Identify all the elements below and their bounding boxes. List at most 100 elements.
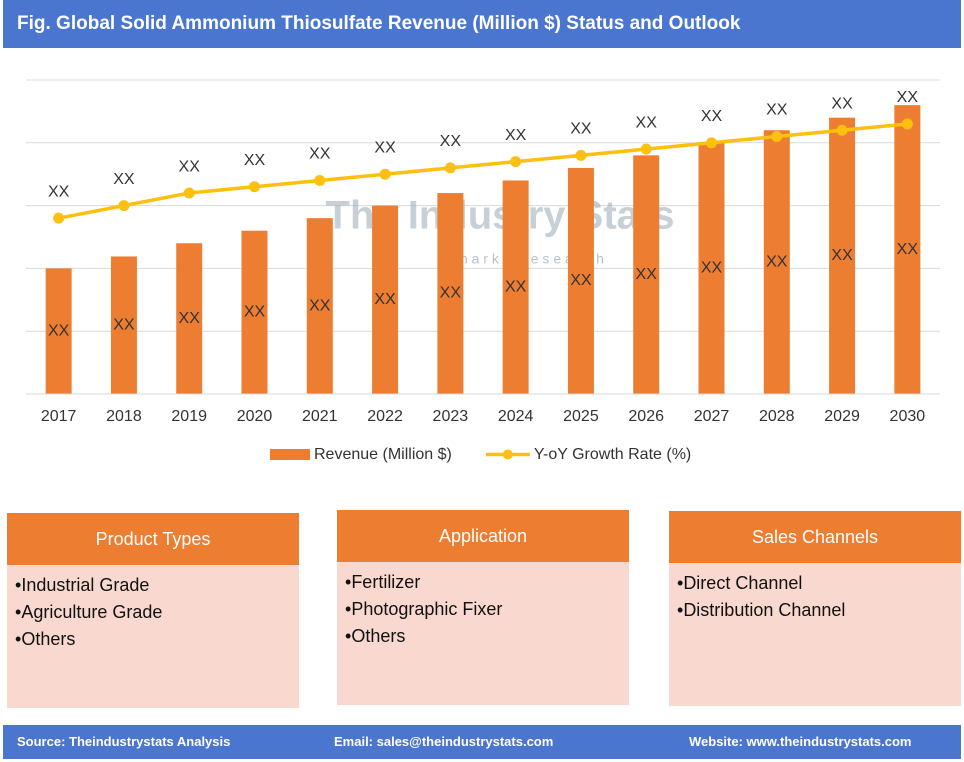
- panel-item: Others: [15, 629, 299, 656]
- line-point: [771, 131, 783, 143]
- data-label: XX: [179, 310, 201, 327]
- bar: [437, 193, 464, 394]
- bar: [110, 256, 137, 394]
- legend-label: Revenue (Million $): [314, 446, 452, 463]
- panel-item: Agriculture Grade: [15, 602, 299, 629]
- data-label: XX: [309, 297, 331, 314]
- data-label: XX: [636, 114, 658, 131]
- footer: Source: Theindustrystats Analysis Email:…: [3, 725, 961, 759]
- panel: ApplicationFertilizerPhotographic FixerO…: [337, 510, 629, 705]
- line-point: [249, 181, 260, 193]
- bar: [567, 167, 594, 394]
- x-tick-label: 2027: [694, 408, 730, 425]
- panel-item: Photographic Fixer: [345, 599, 629, 626]
- data-label: XX: [701, 108, 723, 125]
- line: [58, 122, 908, 220]
- data-label: XX: [179, 158, 201, 175]
- panel-title: Application: [337, 510, 629, 562]
- data-label: XX: [374, 139, 396, 156]
- data-label: XX: [831, 95, 853, 112]
- line-point: [575, 149, 587, 161]
- data-label: XX: [48, 322, 70, 339]
- bar: [894, 105, 921, 394]
- line-point: [118, 200, 130, 212]
- line-point: [640, 143, 652, 155]
- data-label: XX: [766, 253, 788, 270]
- bar: [372, 205, 399, 394]
- line-point: [901, 118, 913, 130]
- chart-title: Fig. Global Solid Ammonium Thiosulfate R…: [3, 0, 961, 48]
- panel-item: Others: [345, 626, 629, 653]
- data-label: XX: [701, 260, 723, 277]
- data-label: XX: [897, 89, 919, 106]
- bar: [241, 230, 268, 394]
- panel-item: Fertilizer: [345, 572, 629, 599]
- bar: [829, 117, 856, 395]
- data-label: XX: [309, 146, 331, 163]
- line-point: [53, 212, 65, 224]
- legend-swatch: [270, 449, 310, 460]
- data-label: XX: [505, 278, 527, 295]
- chart: The Industry Stats m a r k e t r e s e a…: [26, 79, 940, 463]
- data-label: XX: [374, 291, 396, 308]
- data-label: XX: [244, 152, 266, 169]
- x-tick-label: 2029: [824, 408, 860, 425]
- data-label: XX: [440, 133, 462, 150]
- bar: [698, 142, 725, 394]
- x-tick-label: 2017: [41, 408, 77, 425]
- data-label: XX: [570, 272, 592, 289]
- line-point: [379, 168, 391, 180]
- x-tick-label: 2025: [563, 408, 599, 425]
- panel-title: Product Types: [7, 513, 299, 565]
- data-label: XX: [766, 102, 788, 119]
- data-label: XX: [831, 247, 853, 264]
- data-label: XX: [505, 127, 527, 144]
- data-label: XX: [897, 241, 919, 258]
- bar: [763, 130, 790, 394]
- panel-title: Sales Channels: [669, 511, 961, 563]
- panel-list: Direct ChannelDistribution Channel: [669, 563, 961, 627]
- data-label: XX: [113, 316, 135, 333]
- line-point: [510, 156, 522, 168]
- panel: Sales ChannelsDirect ChannelDistribution…: [669, 511, 961, 706]
- panel-item: Industrial Grade: [15, 575, 299, 602]
- panel-list: FertilizerPhotographic FixerOthers: [337, 562, 629, 653]
- line-point: [314, 174, 326, 186]
- x-tick-label: 2022: [367, 408, 403, 425]
- x-tick-label: 2030: [890, 408, 926, 425]
- legend-label: Y-oY Growth Rate (%): [534, 446, 691, 463]
- x-tick-label: 2024: [498, 408, 534, 425]
- bar: [45, 268, 72, 394]
- panel: Product TypesIndustrial GradeAgriculture…: [7, 513, 299, 708]
- bar: [633, 155, 660, 394]
- data-label: XX: [440, 285, 462, 302]
- x-tick-label: 2028: [759, 408, 795, 425]
- line-point: [444, 162, 456, 174]
- line-point: [706, 137, 717, 149]
- data-label: XX: [113, 171, 135, 188]
- line-point: [183, 187, 195, 199]
- footer-website: Website: www.theindustrystats.com: [689, 734, 912, 749]
- x-tick-label: 2026: [628, 408, 664, 425]
- bar: [306, 218, 333, 394]
- data-label: XX: [570, 121, 592, 138]
- data-label: XX: [636, 266, 658, 283]
- panel-item: Direct Channel: [677, 573, 961, 600]
- data-label: XX: [48, 183, 70, 200]
- x-tick-label: 2021: [302, 408, 338, 425]
- bar: [502, 180, 529, 394]
- panel-list: Industrial GradeAgriculture GradeOthers: [7, 565, 299, 656]
- x-tick-label: 2023: [433, 408, 469, 425]
- footer-source: Source: Theindustrystats Analysis: [17, 734, 231, 749]
- bar: [176, 243, 203, 394]
- panel-item: Distribution Channel: [677, 600, 961, 627]
- x-tick-label: 2020: [237, 408, 273, 425]
- x-tick-label: 2019: [171, 408, 207, 425]
- line-point: [836, 124, 848, 136]
- legend-swatch: [502, 449, 513, 460]
- x-tick-label: 2018: [106, 408, 142, 425]
- watermark-tagline: m a r k e t r e s e a r c h: [456, 251, 604, 267]
- footer-email: Email: sales@theindustrystats.com: [334, 734, 554, 749]
- data-label: XX: [244, 304, 266, 321]
